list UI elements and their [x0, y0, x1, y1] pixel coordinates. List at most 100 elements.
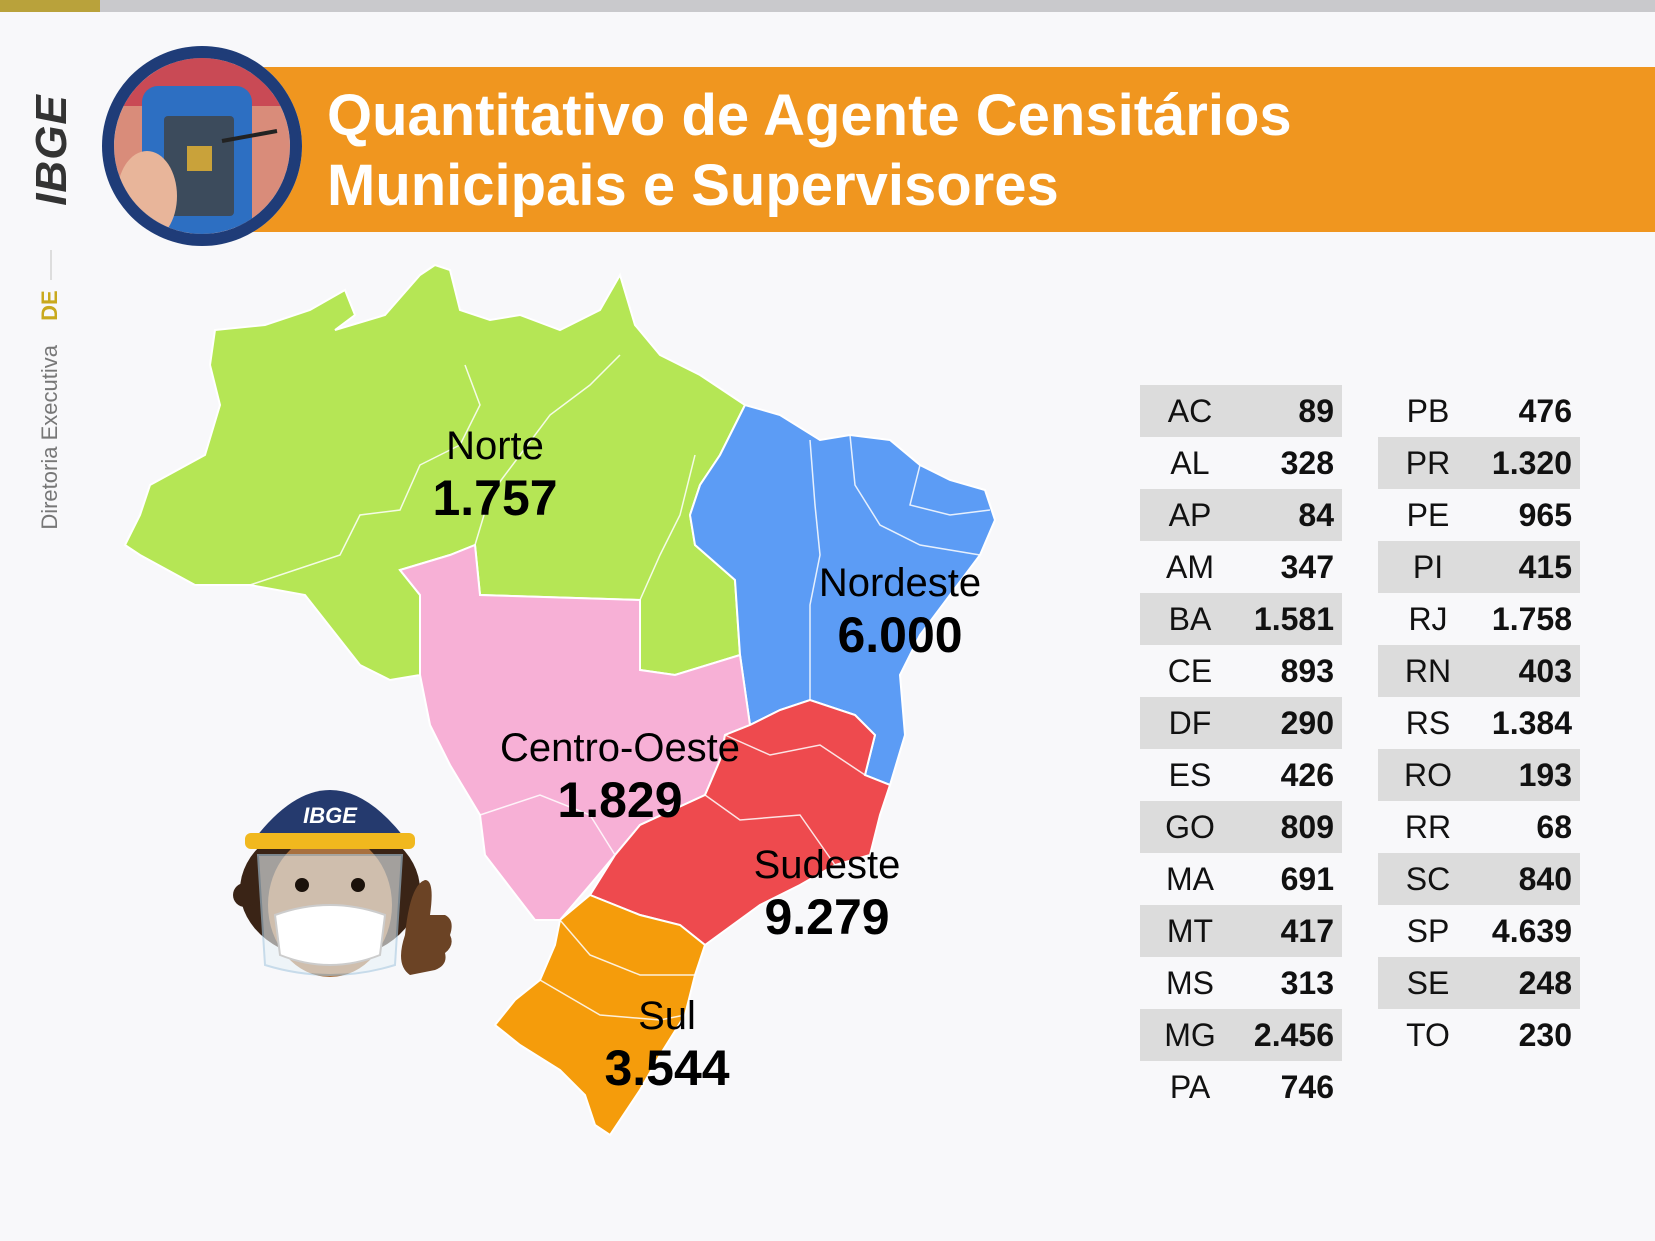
region-label-sul: Sul 3.544 — [604, 993, 729, 1097]
state-row-es: ES 426 — [1140, 749, 1342, 801]
state-row-pi: PI 415 — [1378, 541, 1580, 593]
sidebar-divider — [50, 250, 52, 280]
state-code: PR — [1405, 444, 1451, 481]
states-table-left: AC 89 AL 328 AP 84 AM 347 BA 1.581 CE 893 DF 290 ES 426… — [1140, 385, 1342, 1113]
state-value: 4.639 — [1491, 912, 1572, 949]
thumbs-up-icon — [401, 880, 452, 975]
state-value: 746 — [1280, 1068, 1334, 1105]
region-name-nordeste: Nordeste — [818, 561, 982, 605]
state-row-rs: RS 1.384 — [1378, 697, 1580, 749]
state-code: PB — [1406, 392, 1450, 429]
page-title-line2: Municipais e Supervisores — [327, 153, 1059, 218]
ibge-logo-text: IBGE — [27, 94, 76, 206]
state-code: RS — [1405, 704, 1451, 741]
state-row-ap: AP 84 — [1140, 489, 1342, 541]
state-value: 313 — [1280, 964, 1334, 1001]
state-row-df: DF 290 — [1140, 697, 1342, 749]
state-code: SE — [1406, 964, 1450, 1001]
region-value-sudeste: 9.279 — [764, 889, 890, 945]
state-row-se: SE 248 — [1378, 957, 1580, 1009]
state-code: BA — [1168, 600, 1212, 637]
state-value: 1.581 — [1253, 600, 1334, 637]
state-value: 809 — [1280, 808, 1334, 845]
state-value: 84 — [1298, 496, 1334, 533]
state-value: 248 — [1518, 964, 1572, 1001]
region-value-centro-oeste: 1.829 — [557, 772, 683, 828]
state-code: DF — [1168, 704, 1212, 741]
state-value: 89 — [1298, 392, 1334, 429]
brazil-regions-map — [123, 263, 997, 1137]
state-row-go: GO 809 — [1140, 801, 1342, 853]
state-value: 476 — [1518, 392, 1572, 429]
state-code: RN — [1404, 652, 1452, 689]
census-device-illustration — [106, 50, 298, 242]
state-row-ms: MS 313 — [1140, 957, 1342, 1009]
state-value: 417 — [1280, 912, 1334, 949]
state-code: SP — [1406, 912, 1450, 949]
state-row-to: TO 230 — [1378, 1009, 1580, 1061]
state-value: 1.320 — [1491, 444, 1572, 481]
state-code: MS — [1166, 964, 1214, 1001]
state-row-sc: SC 840 — [1378, 853, 1580, 905]
ibge-logo: IBGE — [22, 70, 82, 230]
state-value: 2.456 — [1253, 1016, 1334, 1053]
top-bar-accent — [0, 0, 100, 12]
title-banner: Quantitativo de Agente Censitários Munic… — [250, 67, 1655, 232]
state-value: 230 — [1518, 1016, 1572, 1053]
sidebar-subtitle: Diretoria Executiva DE — [22, 280, 78, 540]
state-code: RR — [1404, 808, 1452, 845]
region-name-sul: Sul — [638, 994, 696, 1038]
state-code: MA — [1166, 860, 1214, 897]
region-nordeste-shape — [688, 403, 997, 787]
state-code: PE — [1406, 496, 1450, 533]
region-name-centro-oeste: Centro-Oeste — [499, 726, 741, 770]
state-row-mt: MT 417 — [1140, 905, 1342, 957]
state-row-pr: PR 1.320 — [1378, 437, 1580, 489]
state-value: 328 — [1280, 444, 1334, 481]
state-code: PI — [1412, 548, 1444, 585]
region-sudeste-shape — [588, 698, 892, 947]
state-row-rn: RN 403 — [1378, 645, 1580, 697]
state-code: AC — [1167, 392, 1213, 429]
state-value: 965 — [1518, 496, 1572, 533]
state-value: 691 — [1280, 860, 1334, 897]
top-bar — [0, 0, 1655, 12]
mascot-cap-text: IBGE — [303, 803, 358, 828]
state-value: 1.758 — [1491, 600, 1572, 637]
state-row-sp: SP 4.639 — [1378, 905, 1580, 957]
state-value: 840 — [1518, 860, 1572, 897]
state-row-ro: RO 193 — [1378, 749, 1580, 801]
state-value: 426 — [1280, 756, 1334, 793]
region-label-sudeste: Sudeste 9.279 — [754, 842, 901, 946]
state-code: MG — [1164, 1016, 1216, 1053]
region-name-norte: Norte — [446, 424, 544, 468]
census-device-photo — [102, 46, 302, 246]
state-code: MT — [1166, 912, 1214, 949]
state-code: SC — [1405, 860, 1451, 897]
state-code: RO — [1404, 756, 1452, 793]
state-code: AP — [1168, 496, 1212, 533]
state-value: 193 — [1518, 756, 1572, 793]
state-row-pb: PB 476 — [1378, 385, 1580, 437]
state-row-ma: MA 691 — [1140, 853, 1342, 905]
region-label-nordeste: Nordeste 6.000 — [819, 560, 981, 664]
state-row-am: AM 347 — [1140, 541, 1342, 593]
state-code: TO — [1406, 1016, 1450, 1053]
state-code: RJ — [1408, 600, 1448, 637]
census-agent-mascot: IBGE — [233, 790, 452, 977]
states-table-right: PB 476 PR 1.320 PE 965 PI 415 RJ 1.758 RN 403 RS 1.38… — [1378, 385, 1580, 1061]
state-value: 347 — [1280, 548, 1334, 585]
state-row-ac: AC 89 — [1140, 385, 1342, 437]
state-value: 1.384 — [1491, 704, 1572, 741]
region-value-sul: 3.544 — [604, 1040, 730, 1096]
state-code: AM — [1166, 548, 1214, 585]
state-row-pa: PA 746 — [1140, 1061, 1342, 1113]
region-label-centro-oeste: Centro-Oeste 1.829 — [500, 725, 740, 829]
state-code: CE — [1167, 652, 1213, 689]
region-value-nordeste: 6.000 — [837, 607, 963, 663]
sidebar-subtitle-text: Diretoria Executiva — [37, 345, 62, 530]
state-value: 403 — [1518, 652, 1572, 689]
state-value: 415 — [1518, 548, 1572, 585]
state-row-ba: BA 1.581 — [1140, 593, 1342, 645]
state-row-mg: MG 2.456 — [1140, 1009, 1342, 1061]
